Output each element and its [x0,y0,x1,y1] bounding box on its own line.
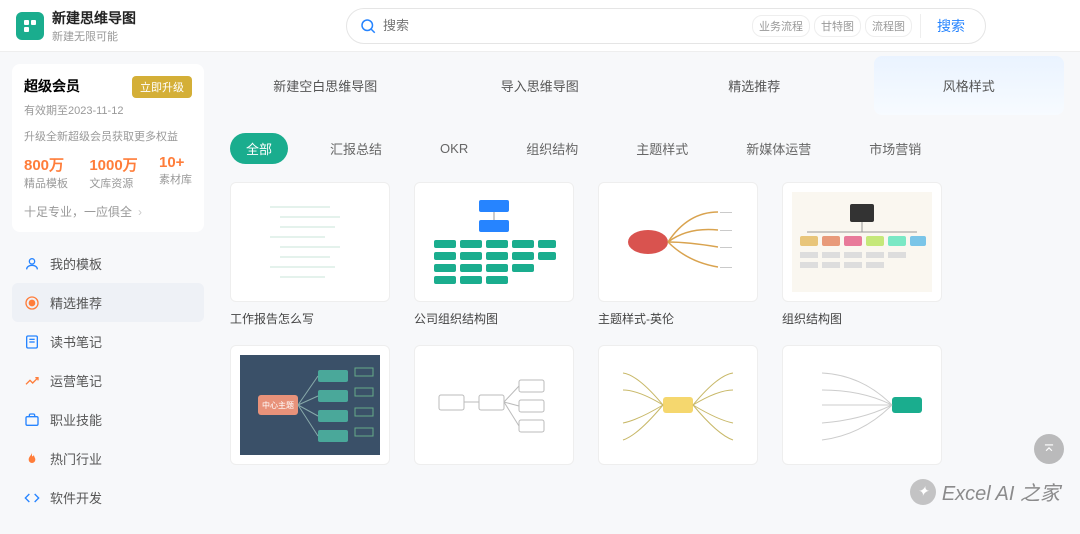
stat-label: 精品模板 [24,175,68,191]
template-title: 主题样式-英伦 [598,310,758,327]
filter-row: 全部汇报总结 OKR 组织结构主题样式新媒体运营市场营销 [224,133,1064,164]
top-card[interactable]: 导入思维导图 [445,56,636,115]
stat-item: 10+素材库 [159,154,192,191]
sidebar-item-label: 运营笔记 [50,371,102,390]
fire-icon [24,451,40,467]
stat-num: 1000万 [89,154,137,175]
watermark: ✦ Excel AI 之家 [910,477,1060,506]
header: 新建思维导图 新建无限可能 业务流程 甘特图 流程图 搜索 [0,0,1080,52]
template-card[interactable] [414,345,574,465]
stat-item: 1000万文库资源 [89,154,137,191]
member-stats: 800万精品模板 1000万文库资源 10+素材库 [24,154,192,191]
template-title: 组织结构图 [782,310,942,327]
page-subtitle: 新建无限可能 [52,28,136,44]
filter-pill[interactable]: 汇报总结 [314,133,398,164]
svg-text:——: —— [720,245,732,251]
sidebar-item-code[interactable]: 软件开发 [12,478,204,517]
sidebar-item-label: 我的模板 [50,254,102,273]
code-icon [24,490,40,506]
svg-text:中心主题: 中心主题 [262,400,294,410]
stat-num: 10+ [159,154,192,171]
search-tags: 业务流程 甘特图 流程图 [752,15,912,37]
upgrade-button[interactable]: 立即升级 [132,76,192,98]
app-logo [16,12,44,40]
user-icon [24,256,40,272]
top-card[interactable]: 新建空白思维导图 [230,56,421,115]
rec-icon [24,295,40,311]
search-icon [359,17,377,35]
sidebar-item-user[interactable]: 我的模板 [12,244,204,283]
stat-label: 文库资源 [89,175,137,191]
title-block: 新建思维导图 新建无限可能 [52,8,136,44]
layout: 超级会员 立即升级 有效期至2023-11-12 升级全新超级会员获取更多权益 … [0,52,1080,534]
search-bar: 业务流程 甘特图 流程图 搜索 [346,8,986,44]
search-tag[interactable]: 流程图 [865,15,912,37]
template-card[interactable]: 中心主题 [230,345,390,465]
sidebar-item-label: 读书笔记 [50,332,102,351]
sidebar-item-note[interactable]: 运营笔记 [12,361,204,400]
filter-pill[interactable]: 新媒体运营 [730,133,827,164]
filter-pill[interactable]: OKR [424,135,484,162]
top-cards: 新建空白思维导图导入思维导图精选推荐风格样式 [224,56,1064,115]
sidebar-nav: 我的模板精选推荐读书笔记运营笔记职业技能热门行业软件开发 [12,244,204,517]
member-tip: 升级全新超级会员获取更多权益 [24,128,192,144]
stat-label: 素材库 [159,171,192,187]
svg-text:——: —— [720,265,732,271]
search-tag[interactable]: 甘特图 [814,15,861,37]
template-title: 工作报告怎么写 [230,310,390,327]
scroll-top-button[interactable] [1034,434,1064,464]
svg-text:——: —— [720,210,732,216]
sidebar-item-label: 软件开发 [50,488,102,507]
top-card[interactable]: 精选推荐 [659,56,850,115]
stat-item: 800万精品模板 [24,154,68,191]
filter-pill[interactable]: 市场营销 [853,133,937,164]
page-title: 新建思维导图 [52,8,136,28]
template-card[interactable] [598,345,758,465]
svg-text:——: —— [720,228,732,234]
template-grid: 工作报告怎么写 公司组织结构图 —— —— —— —— 主题样式-英伦 组织结构图 [224,182,1064,327]
search-button[interactable]: 搜索 [920,14,981,38]
sidebar: 超级会员 立即升级 有效期至2023-11-12 升级全新超级会员获取更多权益 … [0,52,216,534]
search-tag[interactable]: 业务流程 [752,15,810,37]
chevron-right-icon[interactable]: › [138,205,142,219]
template-thumbnail [782,182,942,302]
sidebar-item-label: 热门行业 [50,449,102,468]
member-expire: 有效期至2023-11-12 [24,102,192,118]
sidebar-item-book[interactable]: 读书笔记 [12,322,204,361]
book-icon [24,334,40,350]
template-card[interactable]: 工作报告怎么写 [230,182,390,327]
template-thumbnail: —— —— —— —— [598,182,758,302]
sidebar-item-bag[interactable]: 职业技能 [12,400,204,439]
top-card[interactable]: 风格样式 [874,56,1065,115]
sidebar-item-label: 精选推荐 [50,293,102,312]
template-grid-row2: 中心主题 [224,345,1064,465]
stat-num: 800万 [24,154,68,175]
template-card[interactable]: —— —— —— —— 主题样式-英伦 [598,182,758,327]
template-title: 公司组织结构图 [414,310,574,327]
sidebar-item-fire[interactable]: 热门行业 [12,439,204,478]
template-card[interactable] [782,345,942,465]
template-card[interactable]: 公司组织结构图 [414,182,574,327]
member-slogan: 十足专业，一应俱全 [24,203,132,220]
filter-pill[interactable]: 主题样式 [620,133,704,164]
watermark-text: Excel AI 之家 [942,477,1060,506]
note-icon [24,373,40,389]
member-card: 超级会员 立即升级 有效期至2023-11-12 升级全新超级会员获取更多权益 … [12,64,204,232]
bag-icon [24,412,40,428]
search-input[interactable] [383,18,744,33]
wechat-icon: ✦ [910,479,936,505]
template-card[interactable]: 组织结构图 [782,182,942,327]
template-thumbnail [230,182,390,302]
filter-pill[interactable]: 全部 [230,133,288,164]
template-thumbnail [414,182,574,302]
filter-pill[interactable]: 组织结构 [510,133,594,164]
member-title: 超级会员 [24,76,80,96]
main-content: 新建空白思维导图导入思维导图精选推荐风格样式 全部汇报总结OKR组织结构主题样式… [216,52,1080,534]
sidebar-item-rec[interactable]: 精选推荐 [12,283,204,322]
sidebar-item-label: 职业技能 [50,410,102,429]
